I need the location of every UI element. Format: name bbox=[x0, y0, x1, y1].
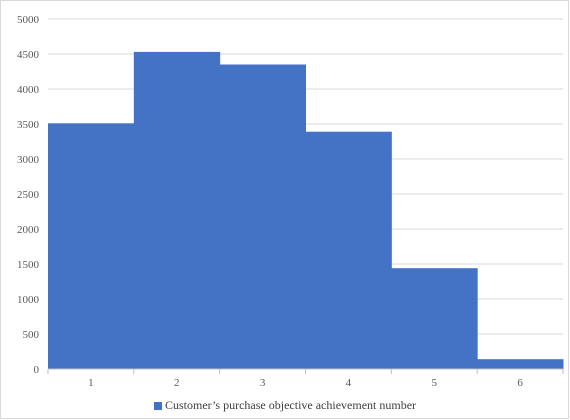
legend: Customer’s purchase objective achievemen… bbox=[0, 398, 570, 413]
legend-label: Customer’s purchase objective achievemen… bbox=[164, 398, 417, 412]
y-axis-ticks: 0 500 1000 1500 2000 2500 3000 3500 4000 4500 5000 bbox=[17, 14, 40, 376]
bar bbox=[391, 268, 478, 369]
x-tick-label: 3 bbox=[260, 377, 266, 389]
y-tick-label: 5000 bbox=[17, 14, 40, 26]
bar bbox=[133, 51, 221, 370]
bar bbox=[305, 131, 392, 369]
y-tick-label: 3500 bbox=[17, 119, 40, 131]
y-tick-label: 2000 bbox=[17, 224, 40, 236]
bar-chart: 0 500 1000 1500 2000 2500 3000 3500 4000 4500 5000… bbox=[17, 14, 564, 389]
x-axis bbox=[47, 368, 564, 374]
bar bbox=[477, 359, 564, 369]
y-tick-label: 4000 bbox=[17, 84, 40, 96]
y-tick-label: 1000 bbox=[17, 294, 40, 306]
y-tick-label: 4500 bbox=[17, 49, 40, 61]
y-tick-label: 0 bbox=[34, 364, 40, 376]
bars bbox=[48, 51, 564, 370]
y-tick-label: 1500 bbox=[17, 259, 40, 271]
bar bbox=[219, 64, 306, 369]
x-tick-label: 2 bbox=[174, 377, 180, 389]
y-tick-label: 2500 bbox=[17, 189, 40, 201]
legend-swatch bbox=[153, 401, 162, 410]
y-tick-label: 500 bbox=[23, 329, 40, 341]
y-tick-label: 3000 bbox=[17, 154, 40, 166]
x-tick-label: 4 bbox=[346, 377, 352, 389]
x-tick-label: 1 bbox=[88, 377, 94, 389]
x-axis-ticks: 1 2 3 4 5 6 bbox=[88, 377, 523, 389]
x-tick-label: 5 bbox=[432, 377, 438, 389]
x-tick-label: 6 bbox=[517, 377, 523, 389]
bar bbox=[48, 123, 135, 369]
